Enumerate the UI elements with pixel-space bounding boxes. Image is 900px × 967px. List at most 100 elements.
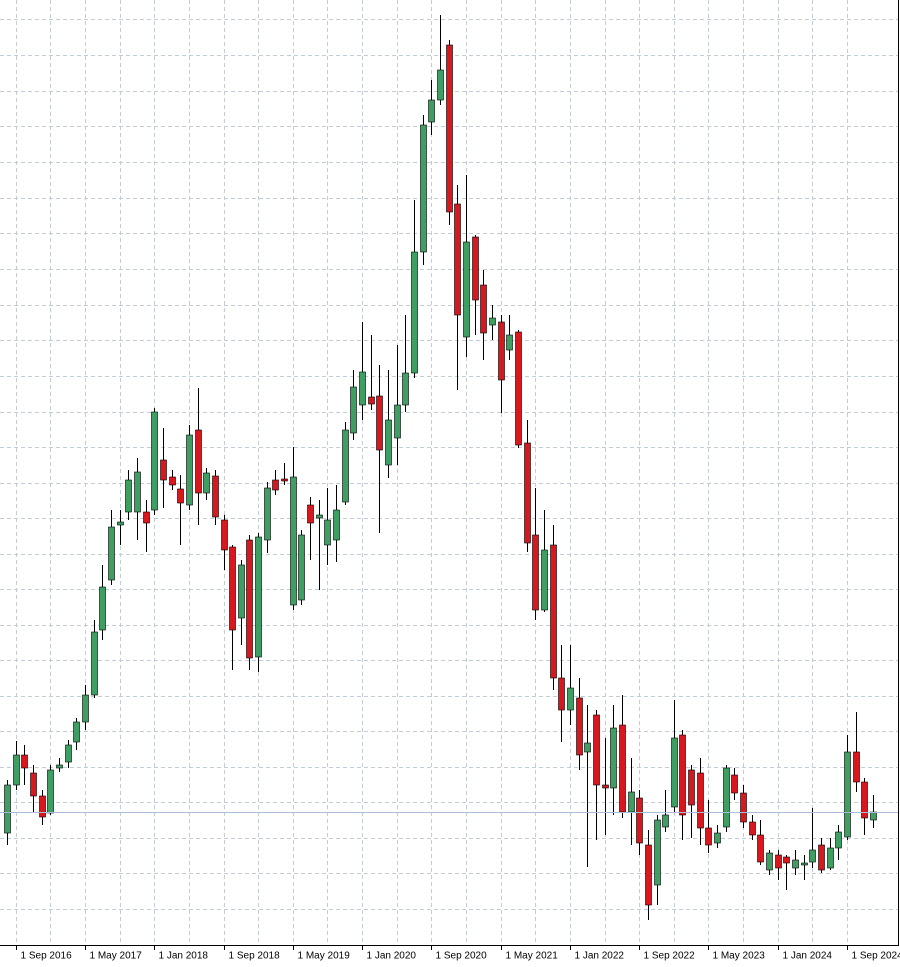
candle-body — [281, 478, 288, 482]
candle-body — [13, 754, 20, 786]
candle-body — [705, 827, 712, 846]
candle-body — [186, 434, 193, 506]
candle-body — [428, 99, 435, 123]
candle-body — [792, 859, 799, 869]
candle-body — [602, 784, 609, 789]
candle-body — [749, 821, 756, 836]
candle-body — [714, 832, 721, 844]
candle-body — [385, 419, 392, 466]
candle-body — [221, 519, 228, 551]
candle-body — [472, 236, 479, 301]
candle-body — [143, 511, 150, 524]
candle-body — [117, 521, 124, 526]
candle-body — [151, 411, 158, 511]
candle-body — [801, 862, 808, 866]
candle-body — [73, 721, 80, 743]
candle-body — [679, 734, 686, 816]
candle-body — [541, 549, 548, 611]
candle-body — [177, 488, 184, 504]
candle-body — [246, 539, 253, 659]
candle-body — [298, 534, 305, 601]
candle-body — [82, 694, 89, 723]
candle-body — [688, 769, 695, 806]
candle-body — [532, 534, 539, 611]
x-tick-label: 1 Sep 2024 — [852, 951, 900, 962]
candle-body — [576, 697, 583, 756]
candle-body — [212, 475, 219, 518]
x-tick-label: 1 May 2017 — [90, 951, 143, 962]
candle-body — [376, 395, 383, 451]
candle-body — [324, 519, 331, 546]
x-tick-label: 1 Sep 2022 — [644, 951, 696, 962]
candle-body — [56, 764, 63, 769]
x-tick-label: 1 Jan 2020 — [367, 951, 417, 962]
candle-body — [446, 44, 453, 213]
candle-body — [169, 476, 176, 486]
x-tick-label: 1 Jan 2022 — [575, 951, 625, 962]
candle-body — [775, 854, 782, 869]
candle-body — [402, 372, 409, 406]
candle-body — [593, 714, 600, 786]
candle-body — [766, 852, 773, 871]
candle-body — [47, 769, 54, 814]
candle-body — [437, 69, 444, 101]
candle-body — [255, 536, 262, 658]
candle-body — [550, 544, 557, 679]
candle-body — [671, 737, 678, 808]
candle-body — [697, 772, 704, 829]
candle-body — [636, 797, 643, 844]
candle-body — [463, 241, 470, 338]
candle-body — [861, 781, 868, 819]
candle-body — [731, 774, 738, 794]
candle-body — [290, 476, 297, 606]
x-tick-label: 1 May 2019 — [298, 951, 351, 962]
candle-body — [4, 784, 11, 834]
candle-body — [567, 687, 574, 711]
x-tick-label: 1 Jan 2024 — [783, 951, 833, 962]
candle-body — [628, 791, 635, 813]
candle-body — [65, 744, 72, 763]
candle-body — [21, 754, 28, 769]
x-tick-label: 1 Sep 2016 — [21, 951, 73, 962]
candle-body — [844, 751, 851, 838]
candle-body — [91, 631, 98, 696]
candle-body — [238, 564, 245, 619]
candle-body — [757, 834, 764, 863]
candle-body — [489, 317, 496, 326]
candle-body — [394, 404, 401, 439]
x-tick-label: 1 May 2021 — [506, 951, 559, 962]
candle-body — [809, 849, 816, 863]
candle-body — [645, 844, 652, 906]
candle-body — [662, 814, 669, 828]
candle-body — [835, 831, 842, 849]
candle-body — [229, 546, 236, 631]
candle-body — [160, 459, 167, 481]
candle-body — [610, 727, 617, 789]
candle-body — [827, 847, 834, 869]
candle-body — [818, 844, 825, 871]
x-tick-label: 1 Jan 2018 — [159, 951, 209, 962]
candle-body — [359, 371, 366, 406]
candle-body — [350, 386, 357, 434]
candle-body — [619, 724, 626, 813]
candle-body — [783, 856, 790, 864]
candle-body — [654, 819, 661, 886]
candle-body — [515, 331, 522, 446]
candle-body — [558, 677, 565, 711]
candle-body — [584, 742, 591, 753]
candle-body — [524, 442, 531, 544]
candle-body — [195, 429, 202, 494]
candle-body — [134, 471, 141, 513]
candle-body — [368, 396, 375, 405]
candle-body — [853, 751, 860, 783]
candle-body — [108, 526, 115, 581]
candle-body — [316, 514, 323, 519]
candle-body — [342, 429, 349, 503]
candle-body — [99, 586, 106, 631]
candle-body — [420, 124, 427, 253]
candle-body — [39, 795, 46, 818]
candle-body — [30, 772, 37, 797]
candle-body — [498, 321, 505, 381]
candle-body — [723, 767, 730, 828]
